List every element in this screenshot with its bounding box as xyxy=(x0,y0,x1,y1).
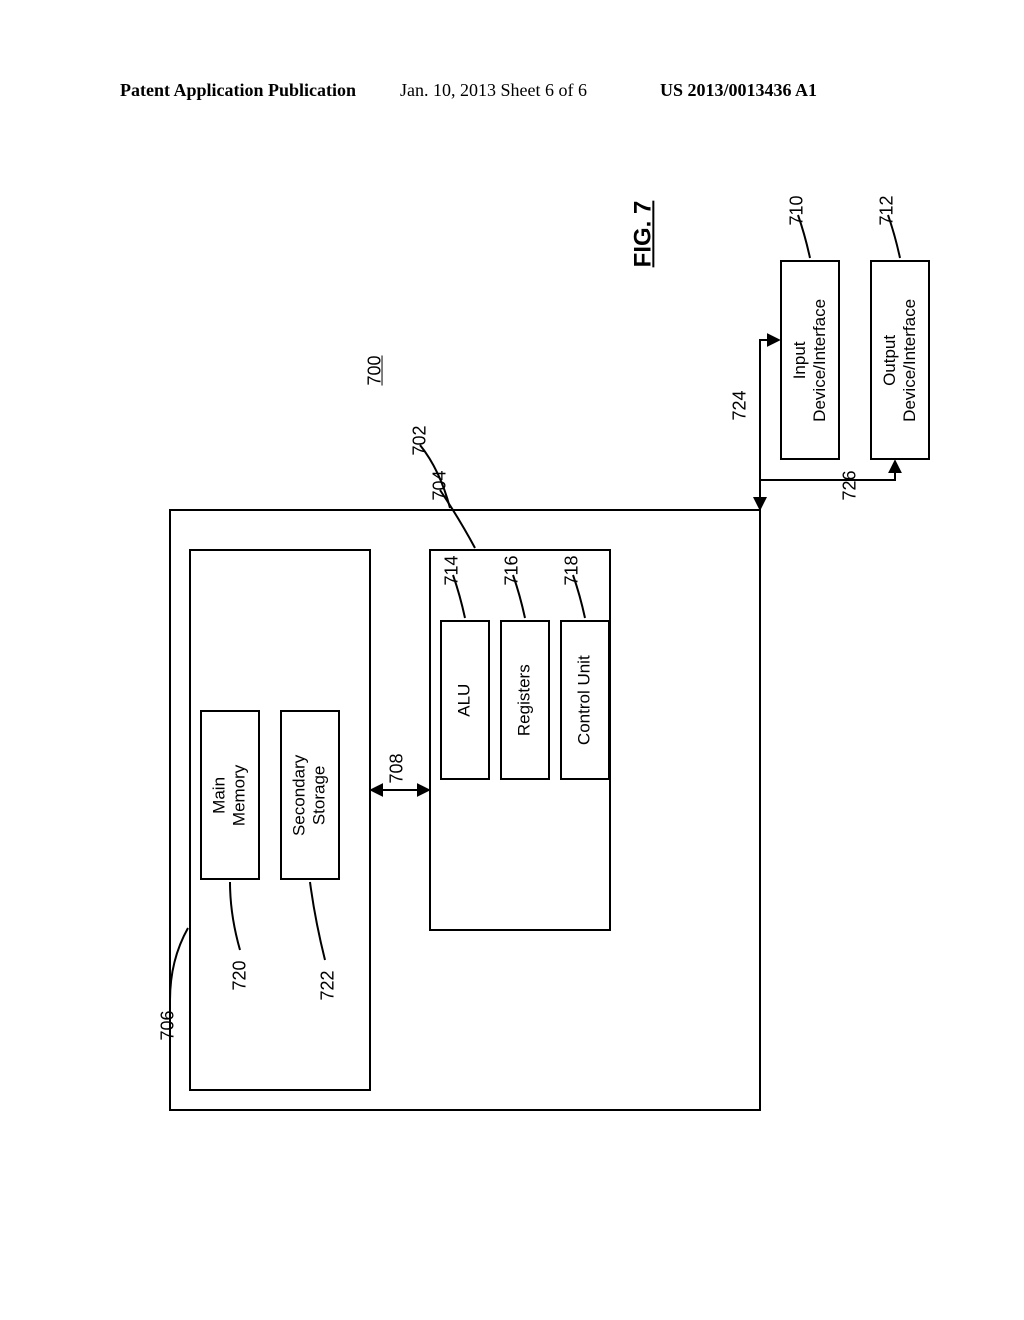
box-input-device: InputDevice/Interface xyxy=(780,260,840,460)
ref-722: 722 xyxy=(318,970,339,1000)
leader-722 xyxy=(310,882,325,960)
header-center: Jan. 10, 2013 Sheet 6 of 6 xyxy=(400,80,587,101)
ref-706: 706 xyxy=(158,1010,179,1040)
label-output-device: OutputDevice/Interface xyxy=(880,299,921,422)
label-main-memory: MainMemory xyxy=(210,764,251,825)
figure-7: FIG. 7 700 xyxy=(120,180,920,1180)
leader-720 xyxy=(230,882,240,950)
box-main-memory: MainMemory xyxy=(200,710,260,880)
ref-726: 726 xyxy=(840,470,861,500)
box-alu: ALU xyxy=(440,620,490,780)
ref-720: 720 xyxy=(230,960,251,990)
edge-726 xyxy=(760,462,895,508)
box-registers: Registers xyxy=(500,620,550,780)
box-control-unit: Control Unit xyxy=(560,620,610,780)
ref-718: 718 xyxy=(562,555,583,585)
header-right: US 2013/0013436 A1 xyxy=(660,80,817,101)
ref-710: 710 xyxy=(787,195,808,225)
ref-716: 716 xyxy=(502,555,523,585)
box-output-device: OutputDevice/Interface xyxy=(870,260,930,460)
label-input-device: InputDevice/Interface xyxy=(790,299,831,422)
ref-724: 724 xyxy=(730,390,751,420)
label-control-unit: Control Unit xyxy=(575,655,595,745)
label-secondary-storage: SecondaryStorage xyxy=(290,754,331,835)
ref-708: 708 xyxy=(387,753,408,783)
box-secondary-storage: SecondaryStorage xyxy=(280,710,340,880)
ref-702: 702 xyxy=(410,425,431,455)
ref-712: 712 xyxy=(877,195,898,225)
ref-714: 714 xyxy=(442,555,463,585)
page-header: Patent Application Publication Jan. 10, … xyxy=(0,80,1024,110)
edge-724 xyxy=(760,340,778,508)
ref-704: 704 xyxy=(430,470,451,500)
leader-706 xyxy=(170,928,188,1000)
label-registers: Registers xyxy=(515,664,535,736)
header-left: Patent Application Publication xyxy=(120,80,356,101)
label-alu: ALU xyxy=(455,683,475,716)
